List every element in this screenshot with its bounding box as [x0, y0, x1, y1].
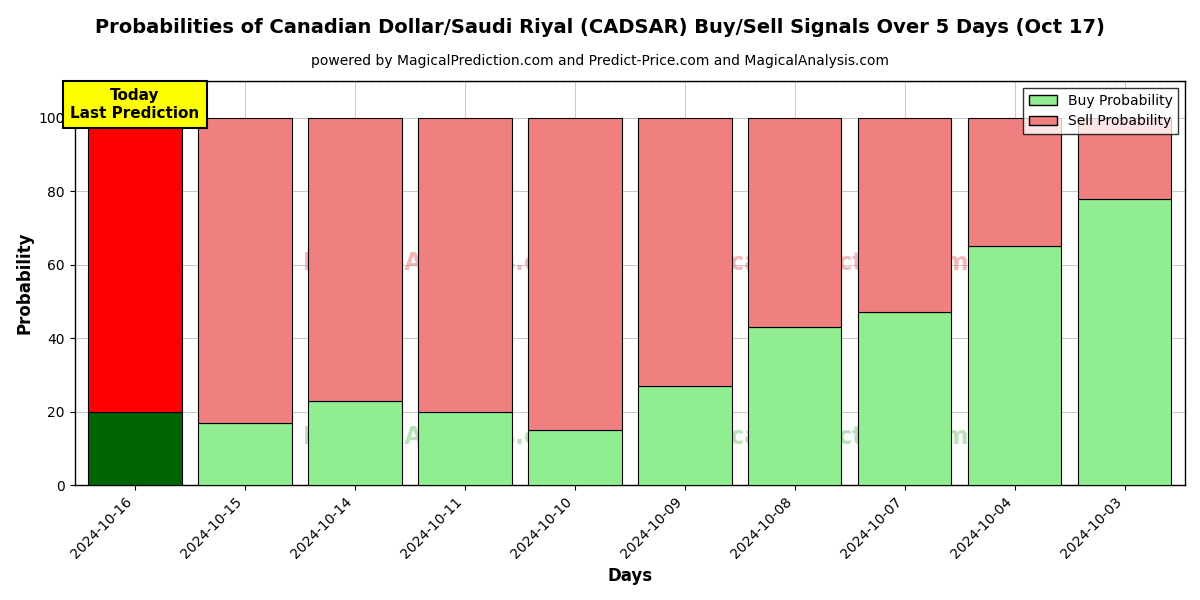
Bar — [89, 412, 182, 485]
Bar — [968, 118, 1061, 247]
Text: MagicalPrediction.com: MagicalPrediction.com — [667, 425, 970, 449]
Bar — [1078, 118, 1171, 199]
Bar — [748, 327, 841, 485]
Text: MagicalAnalysis.com: MagicalAnalysis.com — [302, 251, 580, 275]
Legend: Buy Probability, Sell Probability: Buy Probability, Sell Probability — [1024, 88, 1178, 134]
Bar — [308, 118, 402, 401]
Bar — [1078, 199, 1171, 485]
Bar — [638, 386, 732, 485]
Bar — [198, 423, 292, 485]
Bar — [308, 401, 402, 485]
Bar — [968, 247, 1061, 485]
Text: MagicalPrediction.com: MagicalPrediction.com — [667, 251, 970, 275]
Text: Probabilities of Canadian Dollar/Saudi Riyal (CADSAR) Buy/Sell Signals Over 5 Da: Probabilities of Canadian Dollar/Saudi R… — [95, 18, 1105, 37]
Text: powered by MagicalPrediction.com and Predict-Price.com and MagicalAnalysis.com: powered by MagicalPrediction.com and Pre… — [311, 54, 889, 68]
Bar — [858, 313, 952, 485]
Bar — [858, 118, 952, 313]
Bar — [419, 412, 511, 485]
Bar — [638, 118, 732, 386]
Text: Today
Last Prediction: Today Last Prediction — [71, 88, 199, 121]
Bar — [748, 118, 841, 327]
X-axis label: Days: Days — [607, 567, 653, 585]
Y-axis label: Probability: Probability — [16, 232, 34, 334]
Bar — [528, 430, 622, 485]
Bar — [89, 118, 182, 412]
Bar — [419, 118, 511, 412]
Bar — [528, 118, 622, 430]
Text: MagicalAnalysis.com: MagicalAnalysis.com — [302, 425, 580, 449]
Bar — [198, 118, 292, 423]
